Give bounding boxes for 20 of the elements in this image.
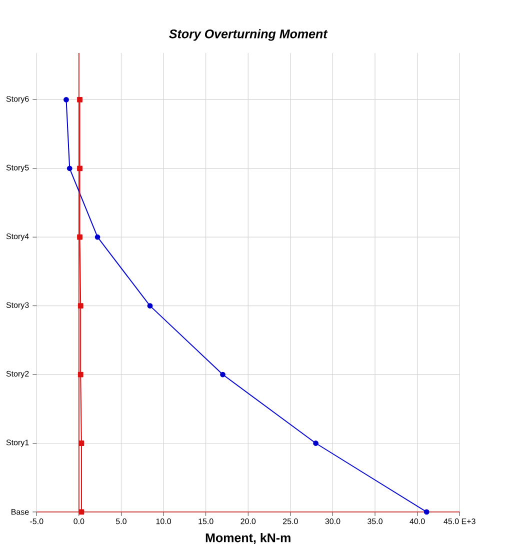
x-tick-label: 35.0 xyxy=(368,518,382,524)
y-tick-label: Story5 xyxy=(6,164,29,172)
y-tick-label: Story1 xyxy=(6,440,29,447)
x-tick-label: 30.0 xyxy=(325,518,340,524)
x-tick-label: 20.0 xyxy=(240,518,256,524)
x-tick-label: 15.0 xyxy=(198,518,214,524)
y-tick-label: Story4 xyxy=(6,233,29,241)
x-axis-title: Moment, kN-m xyxy=(206,533,290,544)
y-tick-label: Base xyxy=(12,509,29,515)
x-tick-label: 10.0 xyxy=(156,518,171,524)
chart-title: Story Overturning Moment xyxy=(169,29,328,41)
y-tick-label: Story3 xyxy=(6,302,29,310)
x-tick-label: 40.0 xyxy=(410,518,425,524)
y-tick-label: Story6 xyxy=(6,96,29,104)
x-tick-label: 45.0 E+3 xyxy=(444,518,476,524)
x-tick-label: 25.0 xyxy=(283,518,298,524)
y-tick-label: Story2 xyxy=(6,370,29,378)
x-tick-label: -5.0 xyxy=(30,518,44,524)
x-tick-label: 5.0 xyxy=(116,518,126,524)
x-tick-label: 0.0 xyxy=(74,518,84,524)
